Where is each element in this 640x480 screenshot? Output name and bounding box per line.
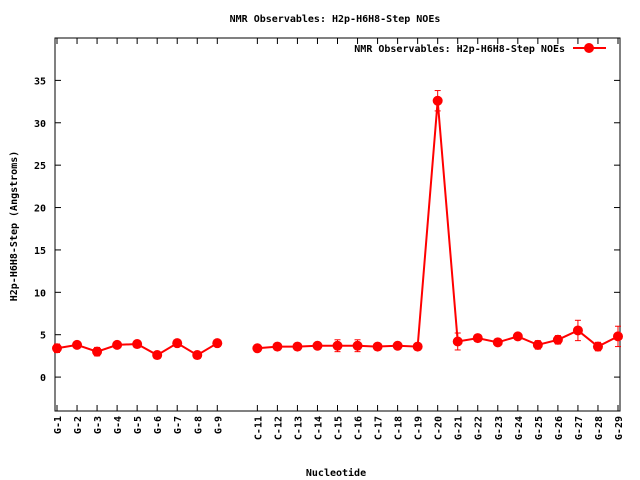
- data-point: [172, 338, 183, 349]
- y-tick-label: 20: [34, 204, 46, 215]
- data-point: [132, 339, 143, 350]
- data-point: [392, 340, 403, 351]
- x-tick-label: C-17: [374, 416, 385, 440]
- x-axis-label: Nucleotide: [306, 467, 366, 479]
- data-point: [192, 350, 203, 361]
- x-axis: G-1 G-2 G-3 G-4 G-5 G-6 G-7 G-8 G-9 C-11 C-12 C-13 C…: [53, 38, 625, 440]
- x-tick-label: G-27: [574, 416, 585, 440]
- data-point: [292, 341, 303, 352]
- data-point: [592, 341, 603, 352]
- x-tick-label: G-9: [213, 416, 224, 434]
- data-point: [252, 343, 263, 354]
- data-point: [212, 338, 223, 349]
- data-point: [412, 341, 423, 352]
- data-point: [452, 336, 463, 347]
- data-point: [52, 343, 63, 354]
- x-tick-label: G-7: [173, 416, 184, 434]
- x-tick-label: C-14: [313, 416, 324, 440]
- data-point: [612, 331, 623, 342]
- x-tick-label: G-22: [474, 416, 485, 440]
- x-tick-label: G-6: [153, 416, 164, 434]
- y-tick-label: 25: [34, 161, 46, 172]
- data-point: [92, 346, 103, 357]
- series-layer: [52, 90, 623, 361]
- data-point: [352, 340, 363, 351]
- y-tick-label: 10: [34, 288, 46, 299]
- data-point: [552, 334, 563, 345]
- x-tick-label: C-18: [394, 416, 405, 440]
- x-tick-label: G-3: [93, 416, 104, 434]
- series-line: [257, 100, 619, 350]
- x-tick-label: C-19: [414, 416, 425, 440]
- y-tick-label: 0: [40, 373, 46, 384]
- x-tick-label: G-8: [193, 416, 204, 434]
- y-tick-label: 30: [34, 119, 46, 130]
- data-point: [512, 331, 523, 342]
- x-tick-label: G-26: [554, 416, 565, 440]
- legend-label: NMR Observables: H2p-H6H8-Step NOEs: [354, 44, 565, 55]
- x-tick-label: G-23: [494, 416, 505, 440]
- data-point: [532, 339, 543, 350]
- data-point: [572, 325, 583, 336]
- y-axis-label: H2p-H6H8-Step (Angstroms): [9, 151, 20, 302]
- x-tick-label: G-25: [534, 416, 545, 440]
- plot-frame: [54, 37, 621, 412]
- x-tick-label: G-5: [133, 416, 144, 434]
- chart-title: NMR Observables: H2p-H6H8-Step NOEs: [230, 14, 441, 25]
- y-tick-label: 35: [34, 76, 46, 87]
- legend-marker: [584, 43, 594, 53]
- x-tick-label: G-4: [113, 416, 124, 434]
- x-tick-label: C-15: [334, 416, 345, 440]
- data-point: [492, 337, 503, 348]
- data-point: [272, 341, 283, 352]
- data-point: [472, 333, 483, 344]
- legend: NMR Observables: H2p-H6H8-Step NOEs: [354, 43, 606, 55]
- data-point: [312, 340, 323, 351]
- data-point: [72, 339, 83, 350]
- y-axis: 0 5 10 15 20 25 30 35: [34, 76, 620, 384]
- x-tick-label: C-11: [253, 416, 264, 440]
- data-point: [112, 339, 123, 350]
- data-point: [332, 340, 343, 351]
- x-tick-label: C-20: [434, 416, 445, 440]
- y-tick-label: 5: [40, 331, 46, 342]
- x-tick-label: G-1: [53, 416, 64, 434]
- x-tick-label: G-29: [614, 416, 625, 440]
- y-tick-label: 15: [34, 246, 46, 257]
- data-point: [152, 350, 163, 361]
- x-tick-label: G-2: [73, 416, 84, 434]
- x-tick-label: C-13: [293, 416, 304, 440]
- x-tick-label: G-21: [454, 416, 465, 440]
- x-tick-label: G-28: [594, 416, 605, 440]
- x-tick-label: C-12: [273, 416, 284, 440]
- x-tick-label: G-24: [514, 416, 525, 440]
- x-tick-label: C-16: [354, 416, 365, 440]
- data-point: [372, 341, 383, 352]
- data-point: [432, 95, 443, 106]
